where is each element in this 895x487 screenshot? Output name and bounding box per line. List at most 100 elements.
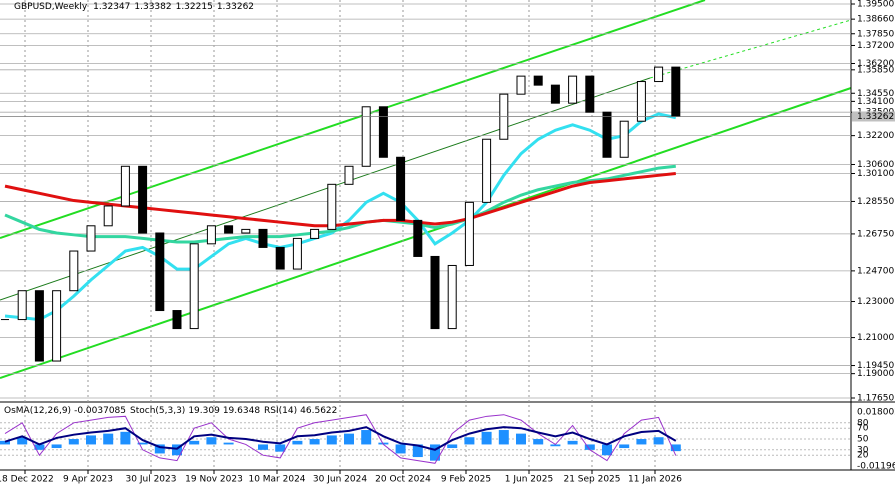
- level-label: 70: [857, 424, 869, 434]
- y-tick-label: 1.19000: [857, 369, 894, 379]
- candle: [378, 106, 388, 158]
- candle: [396, 156, 406, 221]
- candle: [155, 232, 165, 312]
- y-tick-label: 1.37200: [857, 41, 894, 51]
- candle: [275, 246, 285, 270]
- osma-bar: [17, 437, 28, 445]
- osma-tick-label: -0.01196: [857, 462, 895, 472]
- osma-bar: [619, 444, 630, 449]
- level-label: 80: [857, 418, 869, 428]
- candle: [413, 219, 423, 257]
- y-tick-label: 1.28550: [857, 197, 894, 207]
- candle: [69, 250, 79, 292]
- osma-bar: [498, 430, 509, 445]
- candle: [619, 120, 629, 158]
- stoch-signal: 19.6348: [223, 406, 260, 416]
- candle: [464, 201, 474, 266]
- x-tick-label: 21 Sep 2025: [563, 475, 620, 485]
- candle: [327, 183, 337, 230]
- osma-bar: [206, 437, 217, 445]
- rsi-line: [4, 426, 677, 451]
- x-tick-label: 1 Jun 2025: [505, 475, 553, 485]
- osma-bar: [172, 444, 182, 456]
- indicator-title: OsMA(12,26,9) -0.0037085 Stoch(5,3,3) 19.30…: [4, 406, 337, 416]
- osma-bar: [326, 435, 337, 445]
- candle: [120, 165, 130, 207]
- candle: [292, 237, 302, 270]
- candle: [17, 290, 27, 321]
- x-tick-label: 30 Jun 2024: [313, 475, 367, 485]
- osma-bar: [120, 431, 131, 445]
- osma-bar: [68, 439, 79, 445]
- y-tick-label: 1.23000: [857, 297, 894, 307]
- osma-bar: [51, 444, 62, 449]
- rsi-name: RSI(14): [264, 406, 297, 416]
- candle: [533, 75, 543, 86]
- osma-bar: [137, 442, 148, 445]
- candle: [258, 228, 268, 248]
- stoch-last: 19.309: [188, 406, 220, 416]
- osma-bar: [189, 440, 200, 445]
- candle: [361, 106, 371, 167]
- y-tick-label: 1.24700: [857, 266, 894, 276]
- candle: [482, 138, 492, 203]
- close: 1.33262: [217, 2, 254, 12]
- osma-bar: [516, 433, 526, 445]
- candle: [671, 66, 681, 117]
- y-tick-label: 1.17650: [857, 394, 894, 404]
- x-tick-label: 9 Feb 2025: [441, 475, 491, 485]
- current-price-label: 1.33262: [857, 112, 894, 122]
- osma-bar: [670, 444, 681, 452]
- osma-bar: [292, 440, 303, 445]
- y-tick-label: 1.37850: [857, 29, 894, 39]
- chart-title: GBPUSD,Weekly 1.32347 1.33382 1.32215 1.3326…: [14, 2, 254, 12]
- high: 1.33382: [134, 2, 171, 12]
- candle: [430, 255, 440, 330]
- osma-name: OsMA(12,26,9): [4, 406, 71, 416]
- x-tick-label: 20 Oct 2024: [375, 475, 431, 485]
- osma-tick-label: 0.018002: [857, 408, 895, 418]
- candle: [52, 290, 62, 362]
- osma-bar: [481, 431, 492, 445]
- y-tick-label: 1.26750: [857, 229, 894, 239]
- candle: [654, 66, 664, 83]
- level-label: 50: [857, 435, 869, 445]
- osma-bar: [258, 444, 268, 450]
- y-tick-label: 1.21000: [857, 333, 894, 343]
- y-tick-label: 1.34100: [857, 97, 894, 107]
- osma-bar: [567, 440, 578, 445]
- y-tick-label: 1.39500: [857, 0, 894, 10]
- y-tick-label: 1.35850: [857, 65, 894, 75]
- y-tick-label: 1.32200: [857, 131, 894, 141]
- y-tick-label: 1.30600: [857, 160, 894, 170]
- osma-bar: [0, 440, 10, 445]
- x-tick-label: 18 Dec 2022: [0, 475, 54, 485]
- osma-bar: [154, 444, 165, 454]
- candle: [344, 165, 354, 185]
- osma-bar: [103, 433, 114, 445]
- y-tick-label: 1.19450: [857, 361, 894, 371]
- osma-bar: [275, 444, 286, 452]
- candle: [189, 243, 199, 330]
- open: 1.32347: [93, 2, 130, 12]
- x-tick-label: 19 Nov 2023: [185, 475, 243, 485]
- stoch-name: Stoch(5,3,3): [130, 406, 185, 416]
- x-tick-label: 10 Mar 2024: [248, 475, 305, 485]
- osma-bar: [602, 444, 612, 456]
- osma-bar: [533, 439, 544, 445]
- osma-bar: [344, 433, 354, 445]
- candle: [206, 225, 216, 245]
- moving-average: [4, 112, 677, 322]
- candle: [224, 225, 234, 234]
- candle: [516, 75, 526, 95]
- candle: [34, 290, 44, 362]
- channel-upper: [0, 0, 706, 239]
- x-tick-label: 30 Jul 2023: [126, 475, 177, 485]
- osma-bar: [412, 444, 423, 458]
- y-tick-label: 1.30100: [857, 169, 894, 179]
- symbol: GBPUSD,Weekly: [14, 2, 88, 12]
- candle: [138, 165, 148, 234]
- current-price-box: [852, 111, 895, 122]
